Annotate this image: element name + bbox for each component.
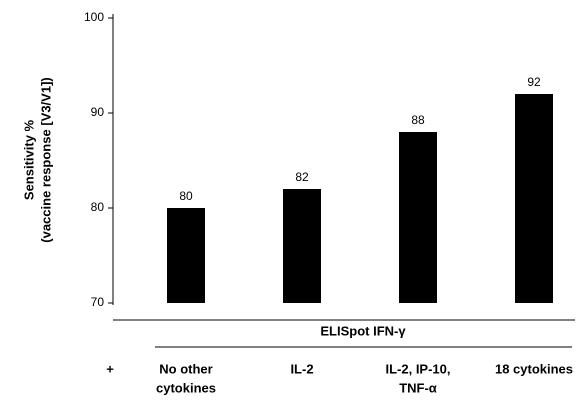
data-label: 88 [411,113,425,127]
x-prefix: + [106,361,114,376]
y-tick-label: 70 [91,295,105,309]
data-label: 92 [527,75,541,89]
data-label: 82 [295,170,309,184]
x-tick-label: cytokines [156,380,216,395]
y-tick-label: 100 [84,10,104,24]
y-title: (vaccine response [V3/V1]) [38,77,53,242]
x-tick-label: TNF-α [399,380,437,395]
y-tick-label: 80 [91,200,105,214]
bar [515,94,553,303]
data-label: 80 [179,189,193,203]
y-title: Sensitivity % [21,119,36,200]
group-label: ELISpot IFN-γ [320,323,406,338]
x-tick-label: No other [159,361,212,376]
y-tick-label: 90 [91,105,105,119]
bar [283,189,321,303]
x-tick-label: IL-2, IP-10, [385,361,450,376]
x-tick-label: IL-2 [290,361,313,376]
x-tick-label: 18 cytokines [495,361,573,376]
bar [167,208,205,303]
bar [399,132,437,303]
